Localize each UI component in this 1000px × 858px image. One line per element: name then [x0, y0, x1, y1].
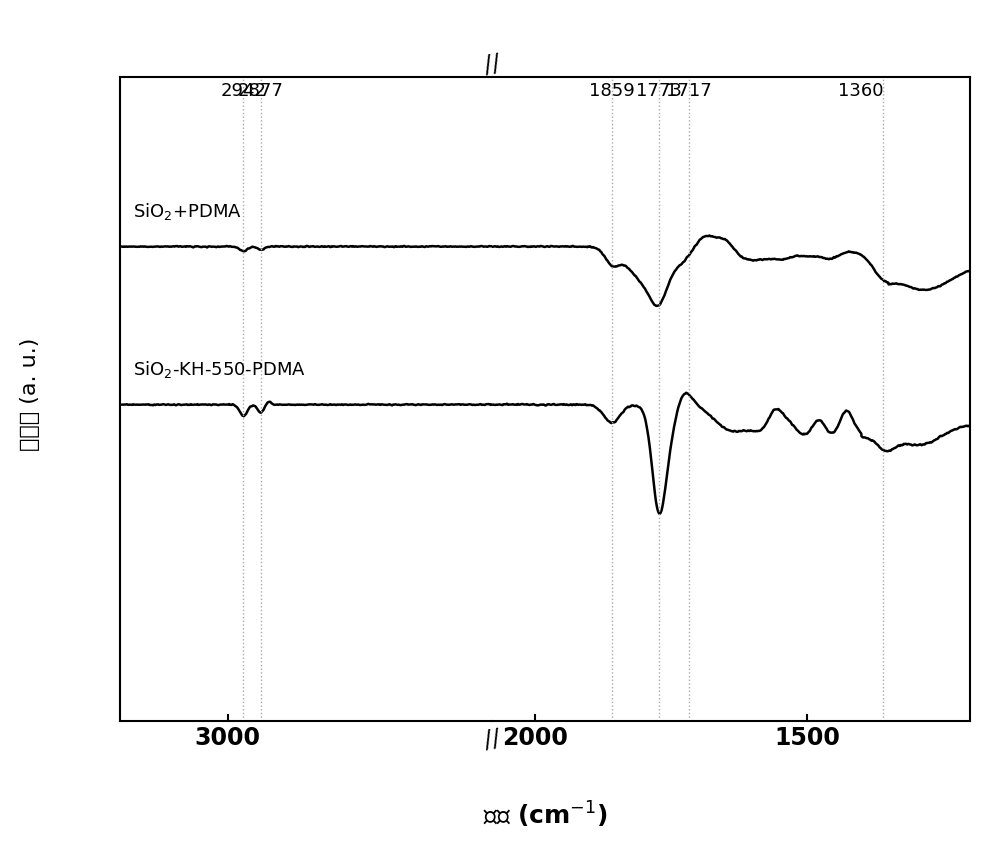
Text: 透过率 (a. u.): 透过率 (a. u.): [20, 338, 40, 451]
Text: 1859: 1859: [589, 82, 635, 100]
Text: 1360: 1360: [838, 82, 883, 100]
Text: SiO$_2$+PDMA: SiO$_2$+PDMA: [133, 201, 242, 221]
Text: SiO$_2$-KH-550-PDMA: SiO$_2$-KH-550-PDMA: [133, 359, 306, 380]
Text: //: //: [482, 727, 502, 752]
Text: 2942: 2942: [220, 82, 266, 100]
Text: 波数 (cm$^{-1}$): 波数 (cm$^{-1}$): [483, 800, 607, 831]
Text: 1773: 1773: [636, 82, 682, 100]
Text: //: //: [482, 51, 502, 77]
Text: 1717: 1717: [666, 82, 712, 100]
Text: 2877: 2877: [238, 82, 284, 100]
